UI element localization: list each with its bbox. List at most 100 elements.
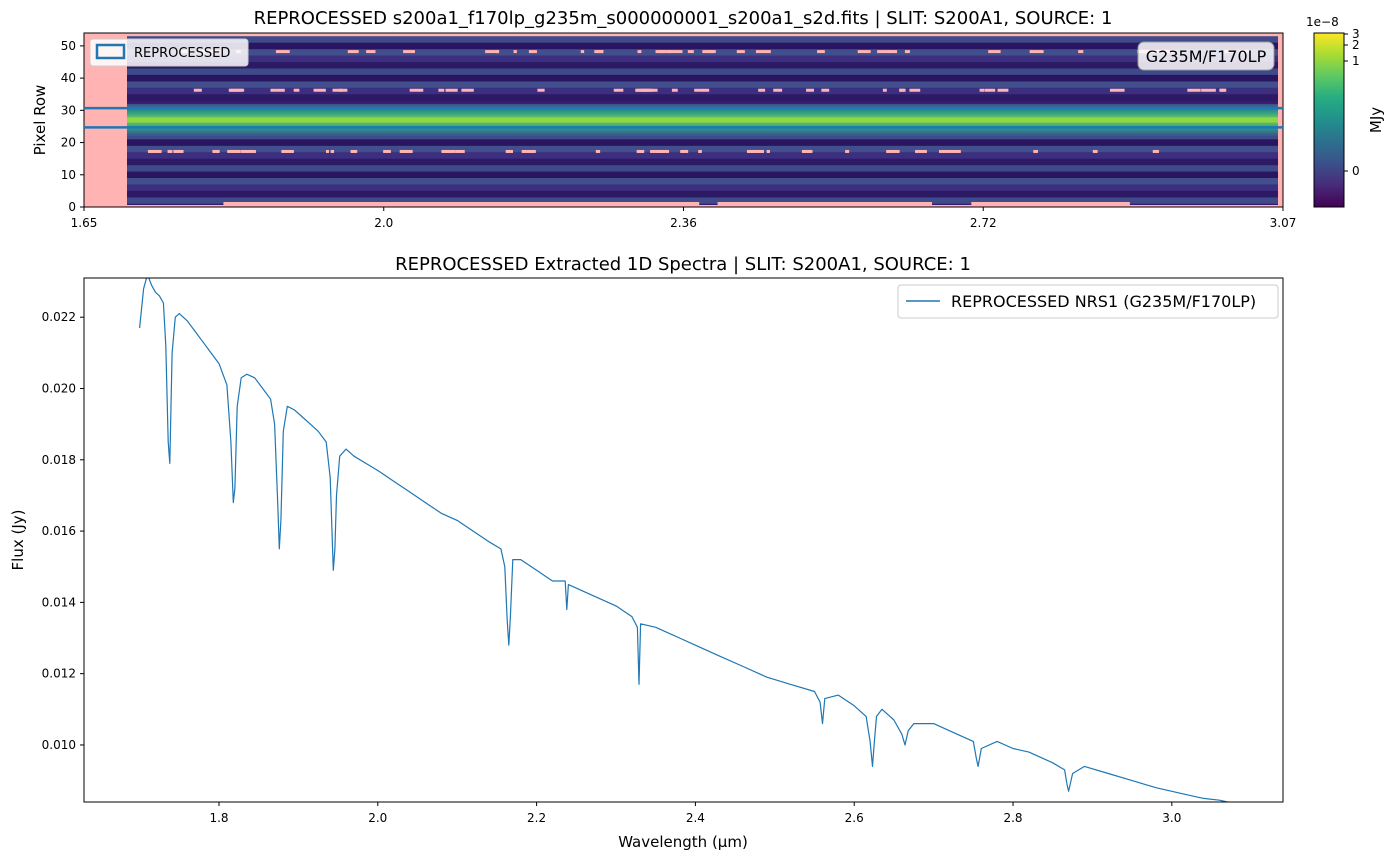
nan-pixel [537, 88, 545, 92]
top-y-tick-label: 0 [68, 200, 76, 214]
top-y-tick-label: 20 [61, 136, 76, 150]
bottom-x-axis-label: Wavelength (µm) [618, 833, 748, 851]
colorbar-tick-label: 1 [1352, 54, 1360, 68]
image-row-band [127, 145, 1278, 153]
nan-pixel [485, 50, 500, 54]
nan-pixel [445, 88, 458, 92]
bottom-axes: 1.8 2.0 2.2 2.4 2.6 2.8 3.0 0.010 0.012 0.014 0.0… [42, 277, 1284, 825]
bottom-x-tick-label: 2.2 [527, 811, 546, 825]
nan-pixel [347, 50, 359, 54]
nan-pixel [409, 88, 424, 92]
nan-pixel [845, 149, 850, 153]
nan-pixel [988, 50, 1001, 54]
top-legend: REPROCESSED [89, 38, 249, 67]
bottom-chart-title: REPROCESSED Extracted 1D Spectra | SLIT:… [395, 254, 971, 275]
nan-pixel [1052, 33, 1150, 36]
bottom-y-tick-label: 0.020 [42, 382, 76, 396]
bottom-x-tick-label: 2.6 [845, 811, 864, 825]
nan-pixel [403, 50, 415, 54]
top-x-tick-label: 2.0 [374, 216, 393, 230]
nan-pixel [703, 88, 710, 92]
bottom-y-tick-label: 0.016 [42, 524, 76, 538]
nan-pixel [1204, 33, 1283, 36]
nan-pixel [281, 149, 294, 153]
nan-pixel [773, 88, 783, 92]
image-row-band [127, 36, 1278, 43]
image-row-band [127, 68, 1278, 75]
grating-annotation: G235M/F170LP [1146, 47, 1267, 66]
image-row-band [127, 62, 1278, 69]
nan-pixel [436, 33, 520, 36]
nan-pixel [658, 50, 673, 54]
bottom-y-tick-label: 0.010 [42, 738, 76, 752]
nan-pixel [655, 149, 670, 153]
image-row-band [127, 178, 1278, 185]
nan-pixel [766, 149, 770, 153]
nan-pixel [899, 88, 906, 92]
nan-pixel [971, 202, 1114, 206]
nan-pixel [671, 88, 678, 92]
bottom-x-tick-label: 2.4 [686, 811, 705, 825]
top-x-tick-label: 3.07 [1270, 216, 1297, 230]
nan-pixel [882, 88, 887, 92]
nan-pixel [1029, 50, 1044, 54]
nan-pixel [500, 202, 578, 206]
nan-pixel [513, 50, 517, 54]
nan-pixel [330, 149, 335, 153]
image-row-band [127, 81, 1278, 88]
nan-pixel [947, 33, 1022, 36]
top-chart-title: REPROCESSED s200a1_f170lp_g235m_s0000000… [254, 8, 1113, 29]
nan-pixel [400, 149, 407, 153]
nan-pixel [938, 149, 951, 153]
nan-pixel [384, 202, 494, 206]
nan-pixel [438, 88, 445, 92]
bottom-x-tick-label: 1.8 [209, 811, 228, 825]
top-annotation: G235M/F170LP [1137, 41, 1275, 71]
colorbar-gradient [1313, 32, 1345, 208]
nan-pixel [997, 88, 1009, 92]
nan-pixel [276, 88, 285, 92]
nan-pixel [915, 149, 927, 153]
nan-pixel [597, 50, 604, 54]
nan-pixel [884, 50, 890, 54]
nan-pixel [173, 149, 184, 153]
nan-pixel [224, 202, 281, 206]
top-x-tick-label: 2.72 [970, 216, 997, 230]
legend-swatch [95, 43, 126, 60]
top-x-tick-label: 2.36 [670, 216, 697, 230]
colorbar-label: MJy [1367, 107, 1385, 133]
nan-pixel [680, 149, 689, 153]
nan-pixel [817, 50, 825, 54]
nan-pixel [265, 202, 349, 206]
nan-pixel [810, 33, 875, 36]
nan-pixel [580, 50, 585, 54]
nan-pixel [655, 50, 666, 54]
bottom-y-tick-label: 0.012 [42, 667, 76, 681]
colorbar-tick-label: 2 [1352, 38, 1360, 52]
nan-pixel [1033, 149, 1038, 153]
colorbar-scale-label: 1e−8 [1306, 15, 1339, 29]
bottom-y-tick-label: 0.022 [42, 310, 76, 324]
nan-pixel [1157, 33, 1244, 36]
colorbar-tick-label: 0 [1352, 164, 1360, 178]
nan-pixel [650, 149, 662, 153]
colorbar: 0 1 23 1e−8 MJy [1306, 15, 1385, 208]
nan-pixel [505, 149, 513, 153]
top-legend-label: REPROCESSED [134, 46, 230, 61]
image-row-band [127, 184, 1278, 191]
nan-pixel [649, 88, 658, 92]
nan-pixel [167, 149, 173, 153]
nan-pixel [212, 149, 220, 153]
top-x-tick-label: 1.65 [71, 216, 98, 230]
image-row-band [127, 197, 1278, 204]
nan-pixel [755, 50, 771, 54]
nan-pixel [455, 149, 465, 153]
bottom-y-tick-label: 0.018 [42, 453, 76, 467]
nan-pixel [461, 88, 474, 92]
nan-pixel [979, 88, 985, 92]
image-row-band [127, 158, 1278, 166]
image-row-band [127, 139, 1278, 146]
spectrum-image [84, 33, 1283, 207]
nan-pixel [1152, 149, 1159, 153]
